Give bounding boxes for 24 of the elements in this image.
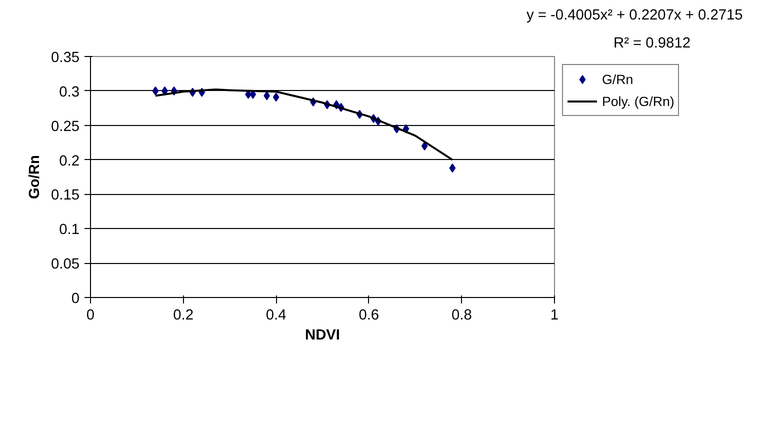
text: y = -0.4005x² + 0.2207x + 0.2715: [526, 8, 743, 24]
x-tick-label: 0.6: [358, 308, 380, 324]
x-tick-label: 0: [86, 308, 95, 324]
y-tick-label: 0.05: [50, 256, 80, 273]
text: R² = 0.9812: [614, 36, 690, 52]
x-axis-title: NDVI: [304, 328, 340, 344]
y-tick-label: 0: [71, 291, 80, 307]
legend-label: G/Rn: [602, 72, 634, 86]
x-tick-label: 0.2: [173, 308, 194, 324]
y-tick-label: 0.3: [59, 84, 80, 100]
point: [272, 92, 280, 102]
y-tick-label: 0.15: [50, 188, 80, 204]
point: [421, 142, 428, 151]
y-tick-label: 0.1: [59, 222, 80, 238]
point: [449, 164, 456, 173]
y-tick-label: 0.35: [50, 50, 80, 66]
y-tick-label: 0.2: [59, 153, 80, 170]
x-tick-label: 0.8: [452, 308, 472, 324]
y-tick-label: 0.25: [50, 118, 80, 135]
x-tick-label: 0.4: [266, 308, 286, 324]
y-axis-title: Go/Rn: [26, 154, 43, 199]
legend-label: Poly. (G/Rn): [602, 94, 674, 108]
x-tick-label: 1: [550, 308, 559, 324]
point: [152, 86, 159, 96]
